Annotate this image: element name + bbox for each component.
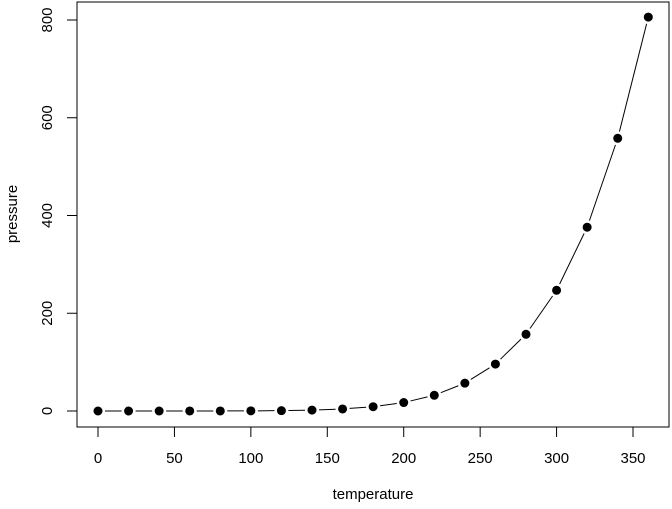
data-point bbox=[369, 402, 378, 411]
data-series bbox=[94, 13, 653, 416]
data-point bbox=[460, 379, 469, 388]
x-tick-label: 300 bbox=[544, 450, 569, 467]
y-axis-label: pressure bbox=[4, 185, 21, 243]
data-point bbox=[613, 134, 622, 143]
x-axis: 0 50 100 150 200 250 300 350 bbox=[94, 427, 646, 467]
y-tick-label: 600 bbox=[39, 105, 56, 130]
data-point bbox=[216, 406, 225, 415]
data-point bbox=[644, 13, 653, 22]
x-tick-label: 100 bbox=[238, 450, 263, 467]
x-tick-label: 0 bbox=[94, 450, 102, 467]
data-point bbox=[246, 406, 255, 415]
data-point bbox=[583, 223, 592, 232]
data-point bbox=[155, 406, 164, 415]
x-tick-label: 250 bbox=[468, 450, 493, 467]
x-tick-label: 200 bbox=[391, 450, 416, 467]
data-point bbox=[277, 406, 286, 415]
data-point bbox=[124, 406, 133, 415]
data-point bbox=[491, 360, 500, 369]
y-tick-label: 400 bbox=[39, 203, 56, 228]
x-tick-label: 50 bbox=[166, 450, 183, 467]
x-tick-label: 150 bbox=[315, 450, 340, 467]
y-tick-label: 0 bbox=[39, 407, 56, 415]
data-point bbox=[185, 406, 194, 415]
data-point bbox=[430, 391, 439, 400]
y-axis: 0 200 400 600 800 bbox=[39, 7, 77, 415]
data-point bbox=[522, 330, 531, 339]
data-point bbox=[399, 398, 408, 407]
y-tick-label: 200 bbox=[39, 301, 56, 326]
data-point bbox=[552, 286, 561, 295]
x-tick-label: 350 bbox=[620, 450, 645, 467]
data-point bbox=[338, 404, 347, 413]
data-point bbox=[94, 406, 103, 415]
plot-box bbox=[77, 2, 669, 427]
x-axis-label: temperature bbox=[333, 486, 414, 503]
y-tick-label: 800 bbox=[39, 7, 56, 32]
data-point bbox=[308, 406, 317, 415]
